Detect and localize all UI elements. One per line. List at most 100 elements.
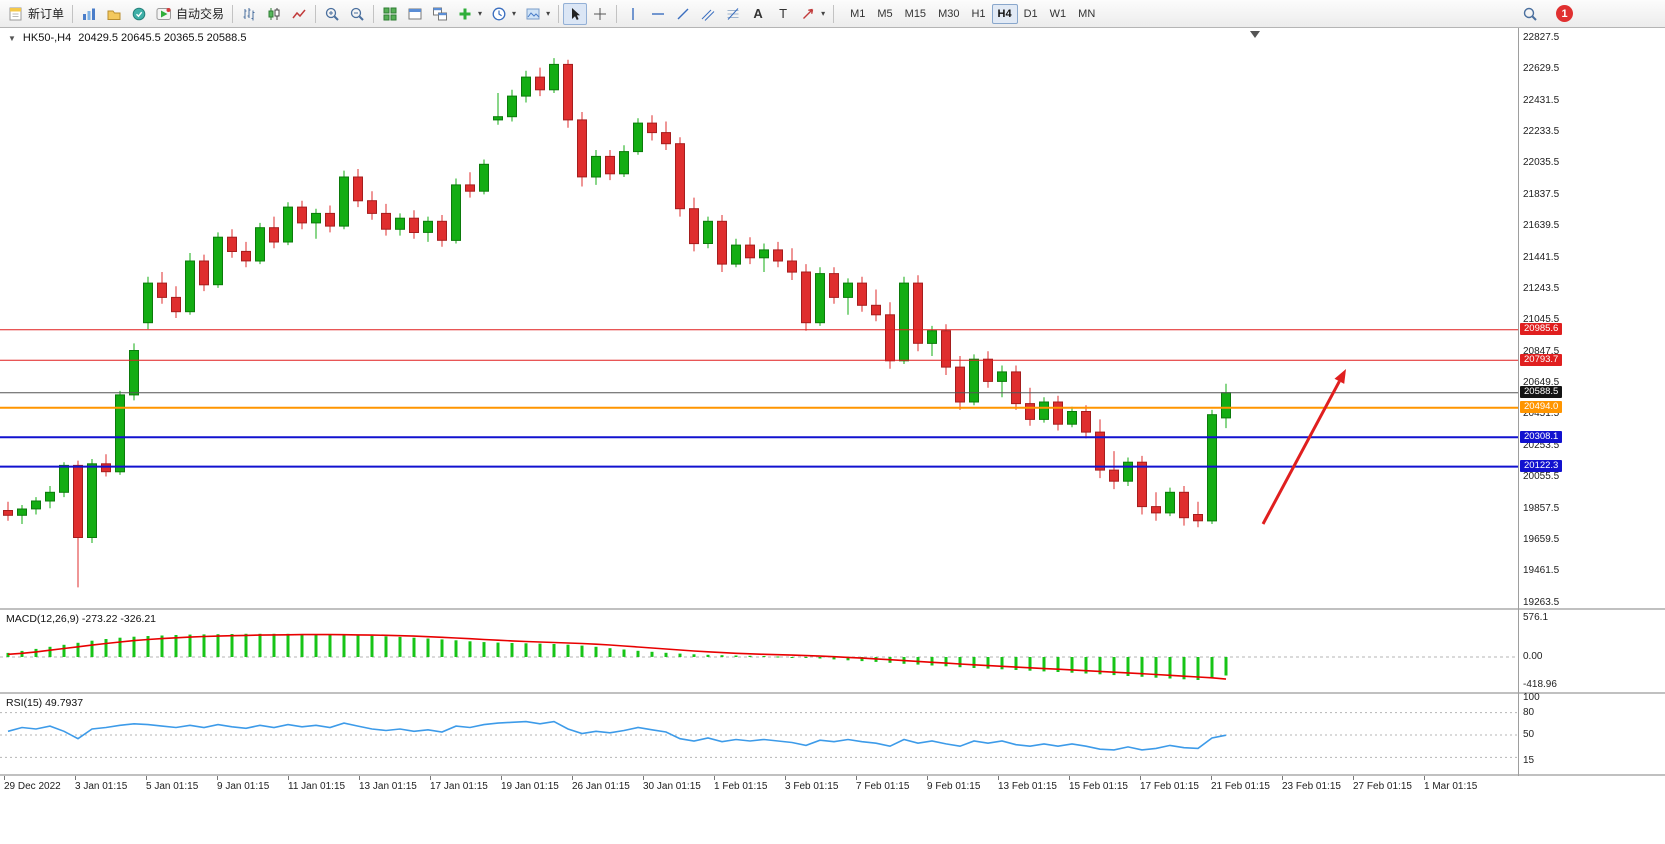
price-level-badge: 20122.3 (1520, 460, 1563, 473)
candlestick-chart-button[interactable] (262, 3, 286, 25)
new-order-button[interactable]: 新订单 (4, 3, 68, 25)
toolbar-separator (315, 4, 317, 23)
cascade-windows-button[interactable] (403, 3, 427, 25)
price-level-badge: 20588.5 (1520, 386, 1563, 399)
arrows-button[interactable]: ▾ (796, 3, 829, 25)
auto-trading-label: 自动交易 (176, 7, 225, 21)
new-order-icon (9, 7, 22, 20)
tile-windows-icon (383, 7, 397, 20)
candlestick-chart-icon (268, 7, 280, 20)
symbol-collapse-icon[interactable]: ▼ (8, 33, 16, 43)
time-axis-tick (643, 776, 644, 780)
vertical-line-button[interactable] (621, 3, 645, 25)
timeframe-button-h1[interactable]: H1 (965, 4, 991, 24)
timeframe-button-h4[interactable]: H4 (991, 3, 1018, 24)
fibonacci-icon (727, 7, 739, 20)
bar-chart-button[interactable] (237, 3, 261, 25)
timeframe-button-d1[interactable]: D1 (1018, 4, 1044, 24)
periods-button[interactable]: ▾ (487, 3, 520, 25)
time-axis-tick (927, 776, 928, 780)
price-axis-separator (1518, 28, 1519, 776)
time-axis-tick (714, 776, 715, 780)
time-axis-label: 15 Feb 01:15 (1069, 781, 1128, 792)
vertical-line-icon (632, 7, 634, 20)
price-level-badge: 20494.0 (1520, 401, 1563, 414)
main-chart-canvas[interactable] (0, 28, 1518, 608)
auto-trading-button[interactable]: 自动交易 (152, 3, 228, 25)
horizontal-line-button[interactable] (646, 3, 670, 25)
macd-panel-canvas[interactable] (0, 610, 1518, 692)
time-axis-label: 27 Feb 01:15 (1353, 781, 1412, 792)
time-axis-label: 7 Feb 01:15 (856, 781, 910, 792)
price-axis-label: 22431.5 (1523, 94, 1560, 106)
charts-button[interactable] (77, 3, 101, 25)
text-button[interactable]: A (746, 3, 770, 25)
timeframe-button-m15[interactable]: M15 (899, 4, 932, 24)
profiles-button[interactable] (102, 3, 126, 25)
trendline-button[interactable] (671, 3, 695, 25)
fibonacci-button[interactable] (721, 3, 745, 25)
indicators-button[interactable]: ▾ (453, 3, 486, 25)
arrange-windows-icon (433, 7, 448, 20)
price-axis-label: 20847.5 (1523, 345, 1560, 357)
toolbar-separator (373, 4, 375, 23)
time-axis-tick (288, 776, 289, 780)
time-axis-label: 23 Feb 01:15 (1282, 781, 1341, 792)
price-axis-label: 21837.5 (1523, 188, 1560, 200)
crosshair-icon (594, 7, 607, 20)
crosshair-button[interactable] (588, 3, 612, 25)
timeframe-button-m1[interactable]: M1 (844, 4, 871, 24)
time-axis-tick (1424, 776, 1425, 780)
rsi-panel-canvas[interactable] (0, 694, 1518, 776)
time-axis-label: 17 Feb 01:15 (1140, 781, 1199, 792)
macd-axis-label: 0.00 (1523, 650, 1543, 662)
price-axis-label: 19461.5 (1523, 565, 1560, 577)
add-indicator-icon (459, 8, 471, 19)
chart-ohlc-values: 20429.5 20645.5 20365.5 20588.5 (78, 32, 247, 44)
panel-separator[interactable] (0, 692, 1665, 694)
time-axis-tick (856, 776, 857, 780)
favorites-button[interactable] (127, 3, 151, 25)
zoom-in-icon (325, 7, 339, 21)
timeframe-group: M1 M5 M15 M30 H1 H4 D1 W1 MN (844, 3, 1101, 24)
time-axis-tick (1211, 776, 1212, 780)
time-axis-tick (501, 776, 502, 780)
chart-shift-marker-icon (1250, 31, 1260, 38)
timeframe-button-m5[interactable]: M5 (871, 4, 898, 24)
notification-badge[interactable]: 1 (1556, 5, 1573, 22)
price-axis-label: 22827.5 (1523, 31, 1560, 43)
toolbar-separator (232, 4, 234, 23)
macd-indicator-label: MACD(12,26,9) -273.22 -326.21 (6, 613, 156, 625)
panel-separator[interactable] (0, 608, 1665, 610)
timeframe-button-m30[interactable]: M30 (932, 4, 965, 24)
time-axis: 29 Dec 2022 3 Jan 01:15 5 Jan 01:15 9 Jan 0… (0, 776, 1665, 796)
macd-axis-label: 576.1 (1523, 611, 1549, 623)
toolbar-separator (833, 4, 835, 23)
text-tool-glyph: A (753, 6, 763, 21)
chart-symbol-period: HK50-,H4 (22, 32, 72, 44)
zoom-out-button[interactable] (345, 3, 369, 25)
price-axis-label: 21243.5 (1523, 282, 1560, 294)
template-icon (526, 8, 540, 19)
time-axis-tick (1140, 776, 1141, 780)
line-chart-button[interactable] (287, 3, 311, 25)
arrange-windows-button[interactable] (428, 3, 452, 25)
price-level-badge: 20308.1 (1520, 430, 1563, 443)
price-axis-label: 19263.5 (1523, 596, 1560, 608)
timeframe-button-w1[interactable]: W1 (1044, 4, 1073, 24)
search-button[interactable] (1518, 3, 1542, 25)
macd-axis-label: -418.96 (1523, 679, 1557, 691)
time-axis-tick (1282, 776, 1283, 780)
label-button[interactable]: T (771, 3, 795, 25)
time-axis-label: 26 Jan 01:15 (572, 781, 630, 792)
zoom-in-button[interactable] (320, 3, 344, 25)
cursor-button[interactable] (563, 2, 588, 25)
trendline-icon (677, 8, 689, 19)
tile-windows-button[interactable] (378, 3, 402, 25)
time-axis-tick (4, 776, 5, 780)
channel-button[interactable] (696, 3, 720, 25)
templates-button[interactable]: ▾ (521, 3, 554, 25)
new-order-label: 新订单 (28, 7, 65, 21)
timeframe-button-mn[interactable]: MN (1072, 4, 1101, 24)
